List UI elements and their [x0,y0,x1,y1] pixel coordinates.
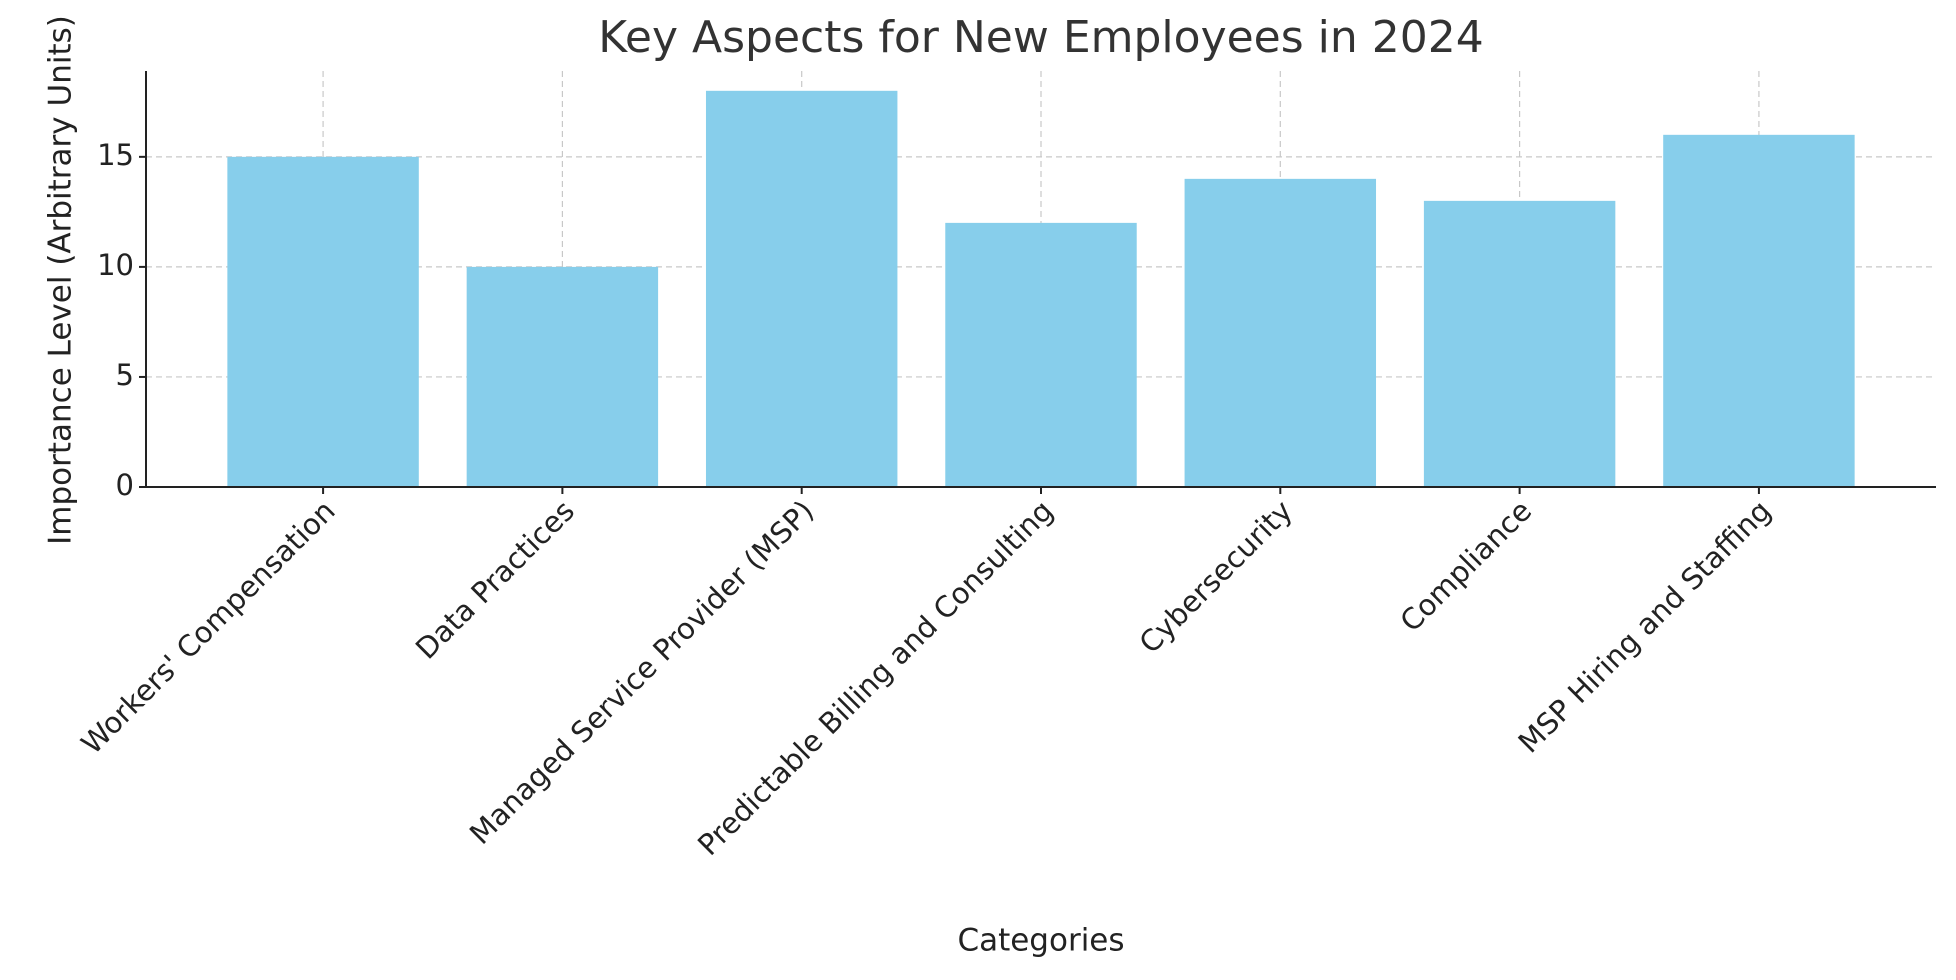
chart-title: Key Aspects for New Employees in 2024 [598,12,1483,63]
y-tick-label: 15 [97,138,134,172]
y-tick-label: 0 [116,468,134,502]
bar [705,90,898,488]
bar [1184,178,1377,487]
y-axis-label: Importance Level (Arbitrary Units) [43,15,79,545]
bar [945,222,1137,487]
x-tick-label: Compliance [1393,494,1538,639]
bar [1663,134,1855,487]
x-tick-label: Workers' Compensation [75,494,342,761]
x-tick-label: Data Practices [409,494,581,666]
x-tick-label: MSP Hiring and Staffing [1512,494,1778,760]
y-tick-label: 10 [97,248,134,282]
y-tick-label: 5 [116,358,134,392]
bar [227,156,419,488]
x-tick-label: Cybersecurity [1132,494,1298,660]
bar [1423,200,1616,487]
x-axis-label: Categories [957,923,1124,959]
bar [466,266,659,487]
